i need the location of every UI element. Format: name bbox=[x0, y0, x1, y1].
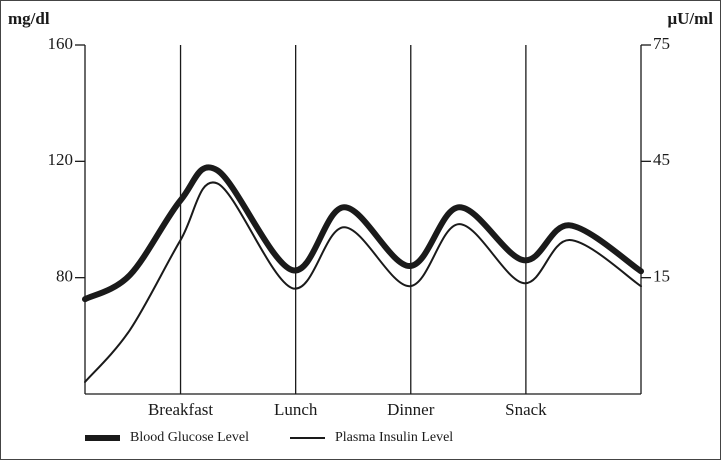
series-line bbox=[84, 181, 642, 383]
y-tick-label: 80 bbox=[56, 267, 73, 286]
y2-tick-label: 15 bbox=[653, 267, 670, 286]
series-line bbox=[82, 164, 644, 303]
x-tick-label: Lunch bbox=[274, 400, 318, 419]
y2-tick-label: 45 bbox=[653, 150, 670, 169]
y2-tick-label: 75 bbox=[653, 34, 670, 53]
x-tick-label: Dinner bbox=[387, 400, 435, 419]
legend-label: Blood Glucose Level bbox=[130, 430, 249, 445]
y-axis-label: mg/dl bbox=[8, 9, 50, 28]
x-tick-label: Breakfast bbox=[148, 400, 213, 419]
x-tick-label: Snack bbox=[505, 400, 547, 419]
y-tick-label: 120 bbox=[48, 150, 74, 169]
legend-label: Plasma Insulin Level bbox=[335, 430, 453, 445]
y-tick-label: 160 bbox=[48, 34, 74, 53]
y2-axis-label: μU/ml bbox=[667, 9, 713, 28]
